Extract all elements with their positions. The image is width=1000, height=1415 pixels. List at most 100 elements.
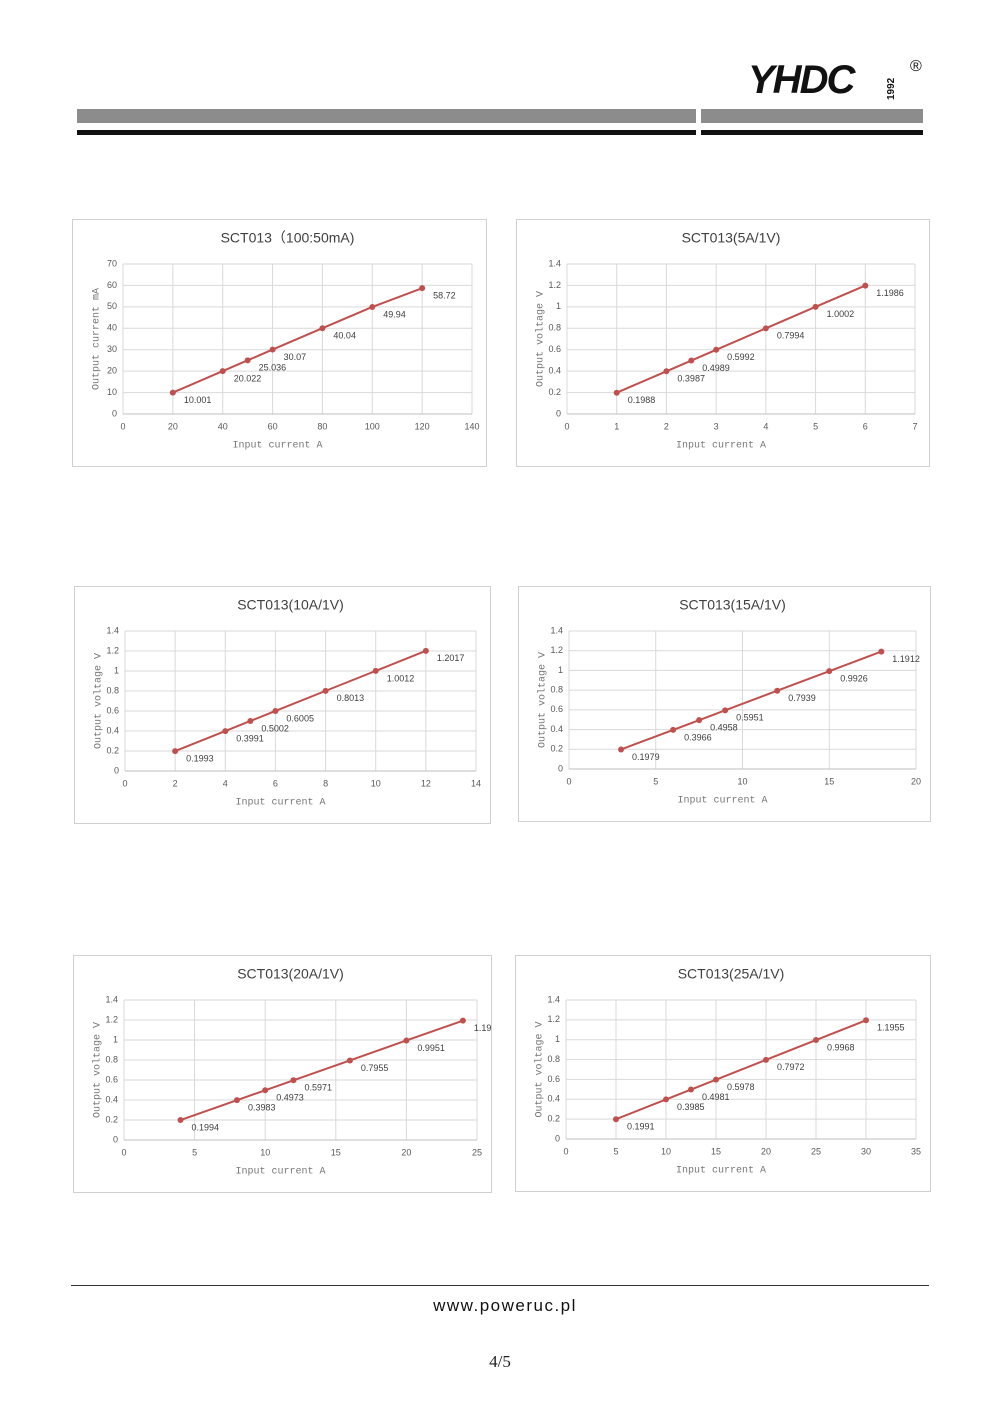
series-line	[616, 284, 866, 394]
data-label: 0.1991	[627, 1122, 655, 1132]
chart-box: SCT013(5A/1V) 0 0.2 0.4 0.6 0.8 1 1.2 1.4 0 1 2 3 4 5 6…	[516, 219, 930, 467]
y-tick-label: 1	[113, 1034, 118, 1044]
series-line	[615, 1019, 867, 1121]
x-axis-label: Input current A	[235, 798, 325, 809]
y-tick-label: 0.2	[550, 744, 563, 754]
x-axis-label: Input current A	[232, 441, 322, 452]
data-point	[319, 325, 326, 332]
data-point	[269, 346, 276, 353]
y-tick-label: 0.6	[550, 704, 563, 714]
x-axis-label: Input current A	[676, 441, 766, 452]
data-point	[177, 1117, 184, 1124]
y-tick-label: 1.2	[105, 1014, 118, 1024]
y-tick-label: 0.8	[106, 685, 119, 695]
y-tick-label: 0.4	[105, 1094, 118, 1104]
x-tick-label: 4	[223, 778, 228, 788]
chart: SCT013(15A/1V) 0 0.2 0.4 0.6 0.8 1 1.2 1.4 0 5 10 15…	[537, 597, 921, 807]
chart-title: SCT013(20A/1V)	[237, 966, 344, 982]
x-tick-label: 6	[273, 778, 278, 788]
data-point	[826, 668, 833, 675]
chart-title: SCT013（100:50mA)	[221, 230, 355, 246]
x-tick-label: 35	[911, 1146, 921, 1156]
y-axis-label: Output voltage V	[534, 1021, 546, 1117]
data-label: 1.2017	[437, 653, 465, 663]
data-label: 30.07	[284, 352, 307, 362]
y-tick-label: 0.8	[547, 1054, 560, 1064]
data-label: 0.4989	[702, 363, 730, 373]
data-label: 0.5978	[727, 1082, 755, 1092]
x-tick-label: 1	[614, 421, 619, 431]
data-point	[369, 303, 376, 310]
header-line	[701, 130, 923, 135]
x-tick-label: 0	[121, 1147, 126, 1157]
data-label: 0.3966	[684, 732, 712, 742]
data-point	[244, 357, 251, 364]
data-label: 0.5971	[304, 1083, 332, 1093]
y-tick-label: 1.2	[547, 1014, 560, 1024]
data-label: 0.1979	[632, 752, 660, 762]
logo: YHDC	[748, 58, 855, 102]
chart-box: SCT013（100:50mA) 0 10 20 30 40 50 60 70 0 20 40 60 80…	[72, 219, 487, 467]
chart-title: SCT013(15A/1V)	[679, 597, 786, 613]
data-label: 10.001	[184, 395, 212, 405]
data-point	[372, 667, 379, 674]
x-tick-label: 10	[737, 776, 747, 786]
chart: SCT013（100:50mA) 0 10 20 30 40 50 60 70 0 20 40 60 80…	[92, 230, 480, 452]
x-tick-label: 10	[661, 1146, 671, 1156]
data-point	[774, 687, 781, 694]
data-point	[419, 285, 426, 292]
data-point	[688, 1086, 694, 1093]
data-label: 0.7972	[777, 1062, 805, 1072]
data-label: 0.4973	[276, 1093, 304, 1103]
x-axis-label: Input current A	[676, 1166, 766, 1177]
x-tick-label: 0	[566, 776, 571, 786]
data-label: 0.7955	[361, 1063, 389, 1073]
y-tick-label: 0.2	[105, 1114, 118, 1124]
x-tick-label: 20	[401, 1147, 411, 1157]
x-tick-label: 140	[464, 421, 479, 431]
data-label: 0.1994	[191, 1122, 219, 1132]
data-point	[322, 687, 329, 694]
data-point	[219, 368, 226, 375]
y-tick-label: 1	[555, 1034, 560, 1044]
data-label: 0.4981	[702, 1092, 730, 1102]
logo-year: 1992	[886, 77, 897, 100]
y-axis-label: Output voltage V	[93, 653, 105, 749]
data-point	[247, 717, 254, 724]
chart-box: SCT013(10A/1V) 0 0.2 0.4 0.6 0.8 1 1.2 1.4 0 2 4 6 8 1…	[74, 586, 491, 824]
y-tick-label: 40	[107, 323, 117, 333]
y-tick-label: 0.4	[548, 366, 561, 376]
y-tick-label: 0.6	[547, 1074, 560, 1084]
y-tick-label: 60	[107, 280, 117, 290]
data-point	[169, 389, 176, 396]
data-point	[663, 368, 670, 375]
y-tick-label: 0.8	[105, 1054, 118, 1064]
data-label: 0.3983	[248, 1103, 276, 1113]
y-tick-label: 0.2	[547, 1114, 560, 1124]
data-point	[613, 1116, 619, 1123]
y-tick-label: 50	[107, 301, 117, 311]
data-label: 0.5992	[727, 352, 755, 362]
x-axis-label: Input current A	[235, 1167, 325, 1178]
data-point	[403, 1037, 410, 1044]
x-tick-label: 30	[861, 1146, 871, 1156]
y-tick-label: 0	[558, 763, 563, 773]
data-label: 58.72	[433, 291, 456, 301]
data-label: 0.6005	[286, 713, 314, 723]
chart-title: SCT013(10A/1V)	[237, 597, 344, 613]
data-point	[422, 647, 429, 654]
y-tick-label: 0.2	[548, 387, 561, 397]
data-label: 0.9926	[840, 674, 868, 684]
x-tick-label: 5	[653, 776, 658, 786]
data-label: 0.1988	[628, 395, 656, 405]
chart: SCT013(10A/1V) 0 0.2 0.4 0.6 0.8 1 1.2 1.4 0 2 4 6 8 1…	[93, 597, 481, 809]
data-point	[763, 1056, 769, 1063]
data-point	[812, 303, 819, 310]
y-tick-label: 70	[107, 258, 117, 268]
x-tick-label: 5	[813, 421, 818, 431]
y-tick-label: 1	[558, 665, 563, 675]
chart-title: SCT013(5A/1V)	[682, 230, 781, 246]
chart: SCT013(25A/1V) 0 0.2 0.4 0.6 0.8 1 1.2 1.4 0 5 10 15…	[534, 966, 921, 1177]
data-label: 0.5002	[261, 723, 289, 733]
